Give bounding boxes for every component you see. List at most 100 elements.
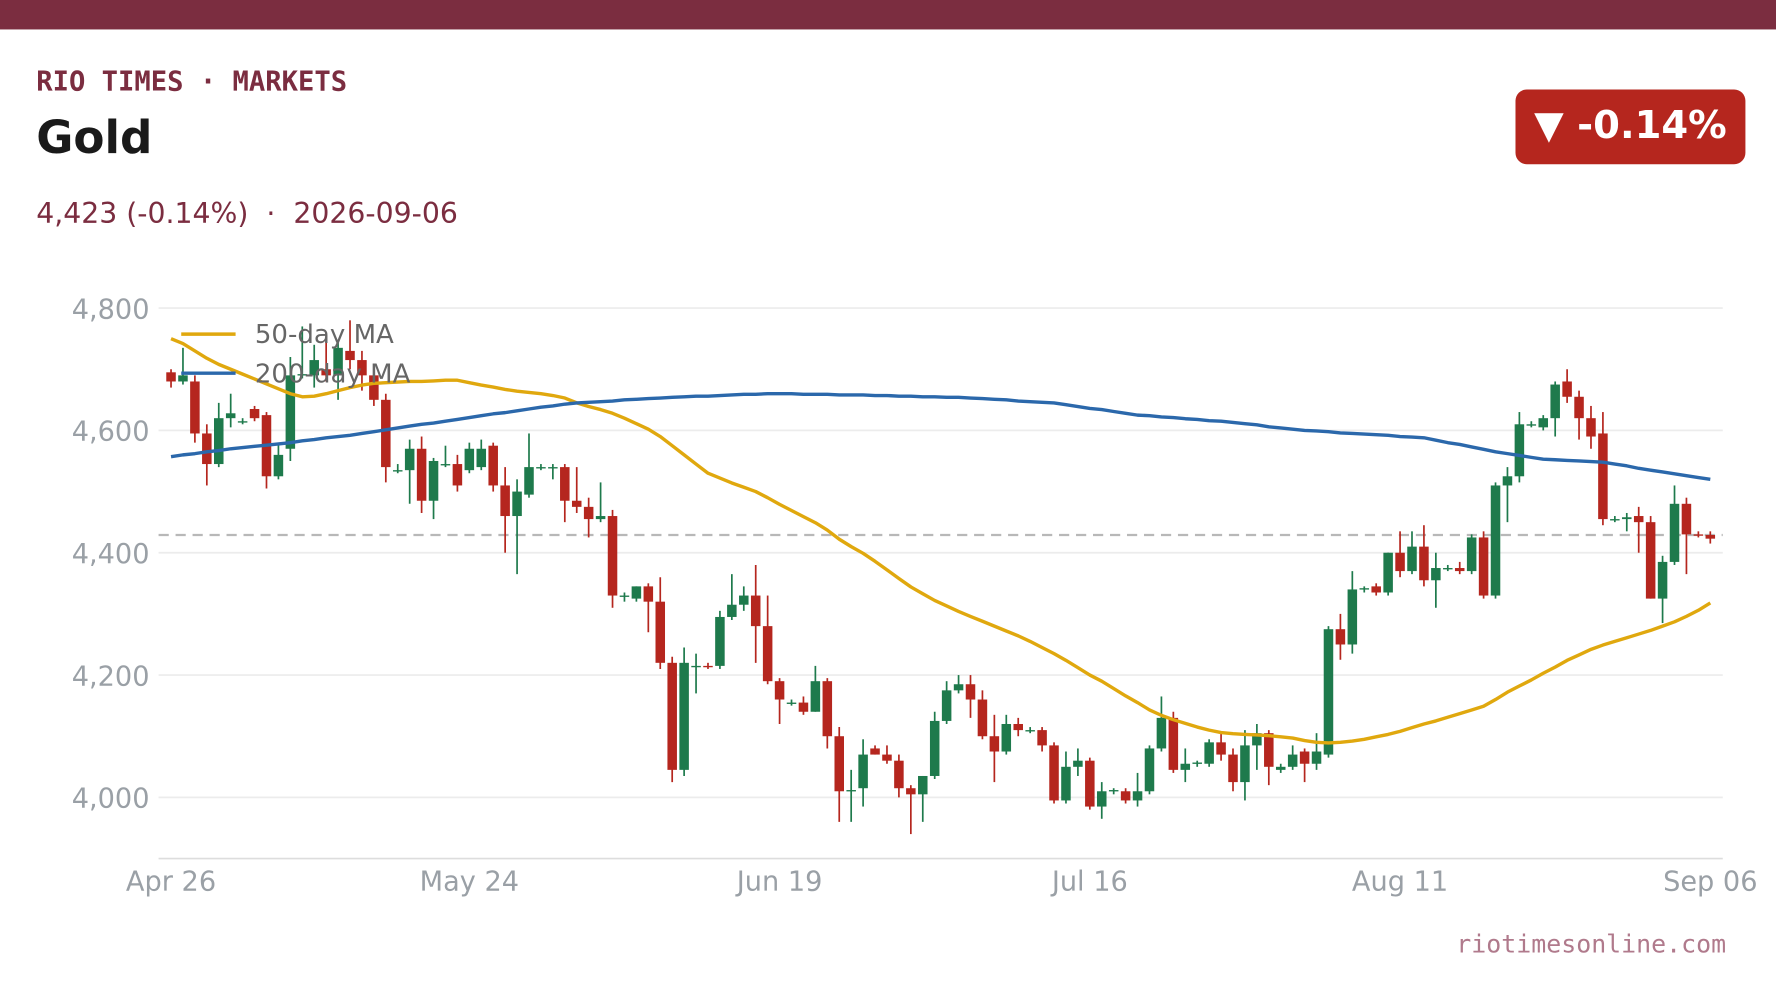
- candle-body: [381, 399, 391, 468]
- candle-body: [583, 506, 594, 520]
- candle-body: [1490, 485, 1501, 596]
- candle-body: [1622, 517, 1632, 520]
- candle-body: [691, 665, 701, 668]
- candle-body: [488, 445, 498, 486]
- candle-body: [1096, 791, 1107, 807]
- candle-body: [1049, 745, 1059, 801]
- candle-body: [1693, 534, 1704, 536]
- candle-body: [404, 448, 415, 471]
- candle-body: [1550, 384, 1560, 419]
- candle-body: [524, 467, 534, 495]
- candle-body: [762, 626, 773, 682]
- candle-body: [190, 381, 200, 434]
- x-tick-label: Jul 16: [1050, 866, 1128, 897]
- chart-title: Gold: [36, 111, 152, 164]
- candle-body: [1466, 537, 1477, 572]
- candle-body: [977, 699, 988, 737]
- candle-body: [369, 375, 379, 400]
- candle-body: [1669, 503, 1680, 562]
- candle-body: [357, 360, 367, 376]
- y-tick-label: 4,000: [72, 784, 150, 815]
- change-badge: [1515, 89, 1746, 165]
- candle-body: [1383, 552, 1393, 593]
- candle-body: [989, 736, 1000, 752]
- candle-body: [607, 516, 618, 596]
- candle-body: [798, 702, 809, 712]
- candle-body: [1705, 534, 1716, 539]
- candle-body: [1228, 754, 1238, 783]
- top-bar: [0, 0, 1776, 30]
- candle-body: [1371, 586, 1381, 593]
- candle-body: [822, 681, 833, 737]
- candle-body: [1514, 424, 1525, 477]
- candle-body: [750, 595, 761, 627]
- candle-body: [953, 684, 964, 691]
- candle-body: [1586, 418, 1596, 437]
- candle-body: [1001, 723, 1012, 752]
- candle-body: [1681, 503, 1692, 535]
- candle-body: [774, 681, 785, 700]
- candle-body: [1025, 730, 1035, 732]
- candle-body: [631, 586, 642, 599]
- candle-body: [560, 467, 570, 501]
- candle-body: [178, 375, 188, 382]
- candle-body: [1252, 733, 1262, 746]
- candle-body: [1299, 751, 1310, 764]
- candle-body: [273, 454, 284, 477]
- y-tick-label: 4,400: [72, 539, 150, 570]
- candle-body: [1156, 717, 1167, 749]
- candle-body: [870, 748, 880, 755]
- candle-body: [1610, 519, 1620, 521]
- candle-body: [476, 448, 487, 468]
- candle-body: [392, 470, 403, 472]
- candle-body: [941, 690, 952, 721]
- candle-body: [500, 485, 510, 517]
- candle-body: [1478, 537, 1489, 596]
- candle-body: [619, 595, 630, 597]
- candle-body: [428, 460, 439, 501]
- legend-label: 50-day MA: [255, 320, 394, 350]
- candle-body: [1562, 381, 1572, 397]
- y-tick-label: 4,600: [72, 417, 150, 448]
- candle-body: [786, 702, 797, 704]
- candle-body: [512, 491, 522, 517]
- candle-body: [1657, 561, 1668, 599]
- candle-body: [1419, 546, 1429, 581]
- candle-body: [703, 665, 713, 668]
- candle-body: [297, 374, 308, 376]
- candle-body: [1132, 791, 1143, 801]
- candle-body: [1013, 723, 1023, 731]
- candle-body: [1347, 589, 1358, 645]
- x-tick-label: Jun 19: [735, 866, 823, 897]
- ma-line: [170, 337, 1712, 745]
- candle-body: [285, 375, 296, 449]
- candle-body: [1108, 790, 1119, 792]
- source: riotimesonline.com: [1456, 930, 1726, 959]
- candle-body: [202, 433, 212, 465]
- candle-body: [237, 421, 248, 423]
- candle-body: [858, 754, 868, 789]
- candle-body: [1120, 791, 1131, 801]
- candle-body: [1335, 629, 1346, 645]
- candle-body: [1240, 745, 1250, 783]
- ma-line: [170, 392, 1711, 482]
- candle-body: [1502, 476, 1513, 486]
- candle-body: [1359, 588, 1370, 590]
- candle-body: [1598, 433, 1608, 520]
- candle-body: [1037, 730, 1047, 746]
- candle-body: [655, 601, 666, 663]
- candle-body: [1645, 522, 1656, 599]
- y-tick-label: 4,200: [72, 661, 150, 692]
- candle-body: [166, 372, 176, 382]
- candle-body: [1395, 552, 1405, 572]
- candle-body: [1204, 742, 1214, 764]
- legend-label: 200-day MA: [255, 359, 411, 389]
- candle-body: [1443, 568, 1453, 570]
- candle-body: [679, 662, 689, 770]
- candle-body: [1085, 760, 1095, 807]
- candle-body: [249, 409, 260, 419]
- brand: RIO TIMES · MARKETS: [36, 67, 347, 98]
- candle-body: [1431, 568, 1441, 581]
- candle-body: [1323, 629, 1334, 755]
- candle-body: [643, 586, 654, 602]
